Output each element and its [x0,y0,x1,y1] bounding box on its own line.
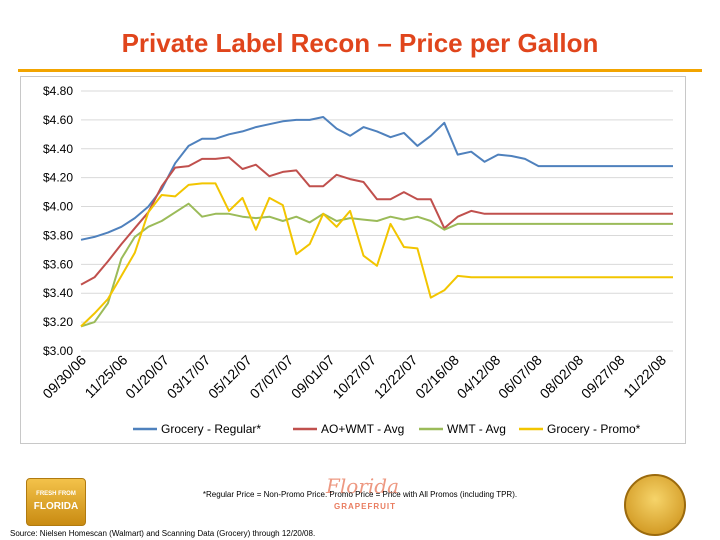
y-tick-label: $4.60 [43,113,73,127]
y-tick-label: $3.20 [43,315,73,329]
y-tick-label: $4.40 [43,142,73,156]
series-line-3 [80,182,673,328]
x-tick-label: 04/12/08 [454,352,504,402]
logo-left-line2: FLORIDA [33,501,79,512]
x-tick-label: 02/16/08 [412,352,462,402]
x-tick-label: 11/22/08 [620,352,669,401]
y-tick-label: $4.80 [43,84,73,98]
x-tick-label: 09/01/07 [288,352,338,402]
x-tick-label: 08/02/08 [536,352,586,402]
y-tick-label: $3.60 [43,257,73,271]
y-tick-label: $3.00 [43,344,73,358]
slide-title: Private Label Recon – Price per Gallon [121,28,599,58]
x-tick-label: 12/22/07 [371,352,421,402]
y-tick-label: $4.00 [43,200,73,214]
legend-label: WMT - Avg [447,422,506,436]
y-tick-label: $4.20 [43,171,73,185]
logo-center-word: GRAPEFRUIT [334,502,396,511]
x-tick-label: 10/27/07 [329,352,379,402]
x-tick-label: 01/20/07 [122,352,172,402]
legend-label: Grocery - Promo* [547,422,641,436]
title-rule [18,69,702,72]
line-chart: $3.00 $3.20 $3.40 $3.60 $3.80 $4.00 $4.20 $4.40… [39,84,673,436]
logo-left-line1: FRESH FROM [36,491,76,497]
series-line-0 [80,116,673,241]
florida-grapefruit-logo: Florida GRAPEFRUIT [316,474,406,514]
y-tick-label: $3.40 [43,286,73,300]
legend-label: Grocery - Regular* [161,422,261,436]
seal-logo [624,474,686,536]
x-tick-label: 07/07/07 [246,352,296,402]
x-tick-label: 03/17/07 [164,352,214,402]
chart-frame: $3.00 $3.20 $3.40 $3.60 $3.80 $4.00 $4.20 $4.40… [20,76,686,444]
footnote: *Regular Price = Non-Promo Price. Promo … [202,490,518,499]
x-tick-label: 09/30/06 [39,352,89,402]
y-tick-label: $3.80 [43,228,73,242]
source-note: Source: Nielsen Homescan (Walmart) and S… [10,529,316,538]
fresh-from-florida-logo: FRESH FROM FLORIDA [26,478,86,526]
logo-center-script: Florida [326,474,399,498]
x-tick-label: 05/12/07 [205,352,255,402]
x-tick-label: 09/27/08 [578,352,628,402]
x-tick-label: 06/07/08 [495,352,545,402]
series-line-2 [80,202,673,328]
series-line-1 [80,156,673,286]
legend-label: AO+WMT - Avg [321,422,404,436]
x-tick-label: 11/25/06 [81,352,130,401]
